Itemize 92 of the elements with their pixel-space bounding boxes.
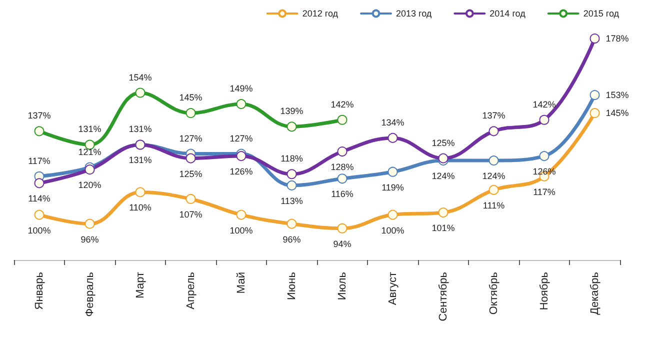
data-label: 125% bbox=[432, 138, 455, 148]
data-label: 118% bbox=[280, 154, 303, 164]
point bbox=[590, 108, 600, 118]
point bbox=[388, 132, 398, 143]
data-label: 114% bbox=[28, 194, 50, 204]
data-label: 139% bbox=[280, 106, 304, 116]
point bbox=[286, 180, 297, 190]
point bbox=[34, 126, 44, 136]
point bbox=[186, 194, 196, 204]
point bbox=[337, 174, 348, 184]
point bbox=[186, 108, 196, 118]
x-tick-label: Март bbox=[134, 272, 146, 298]
data-label: 126% bbox=[230, 166, 253, 177]
x-tick-label: Декабрь bbox=[588, 272, 601, 315]
legend-label: 2013 год bbox=[396, 8, 432, 18]
data-label: 119% bbox=[382, 182, 404, 192]
point bbox=[488, 184, 499, 195]
point bbox=[388, 210, 398, 220]
data-label: 100% bbox=[381, 225, 404, 236]
data-label: 124% bbox=[432, 171, 455, 182]
data-label: 153% bbox=[606, 90, 629, 100]
x-tick-label: Август bbox=[386, 272, 399, 306]
x-tick-label: Октябрь bbox=[488, 272, 500, 315]
point bbox=[488, 156, 499, 166]
data-label: 96% bbox=[282, 234, 301, 244]
point bbox=[286, 218, 297, 229]
x-tick-label: Ноябрь bbox=[538, 272, 550, 310]
data-label: 100% bbox=[230, 225, 253, 236]
data-label: 154% bbox=[128, 72, 152, 82]
x-tick-label: Май bbox=[235, 272, 248, 294]
data-label: 96% bbox=[80, 234, 99, 244]
data-label: 145% bbox=[179, 92, 202, 103]
point bbox=[135, 187, 146, 198]
data-label: 145% bbox=[606, 108, 629, 118]
data-label: 117% bbox=[533, 186, 556, 197]
data-label: 113% bbox=[280, 196, 303, 206]
data-label: 131% bbox=[78, 124, 102, 134]
data-label: 149% bbox=[230, 84, 253, 94]
point bbox=[388, 166, 398, 177]
data-label: 116% bbox=[331, 189, 354, 200]
data-label: 107% bbox=[179, 209, 202, 220]
point bbox=[34, 178, 44, 188]
data-label: 127% bbox=[230, 133, 253, 144]
point bbox=[488, 126, 499, 136]
x-tick-label: Сентябрь bbox=[437, 272, 450, 322]
legend-label: 2015 год bbox=[583, 8, 620, 18]
data-label: 110% bbox=[129, 202, 152, 213]
point bbox=[84, 164, 95, 175]
data-label: 131% bbox=[128, 155, 152, 166]
data-label: 117% bbox=[28, 156, 50, 166]
point bbox=[337, 223, 348, 234]
data-label: 125% bbox=[179, 168, 202, 179]
data-label: 128% bbox=[330, 162, 354, 172]
x-tick-label: Июль bbox=[336, 272, 348, 300]
x-tick-label: Январь bbox=[33, 272, 46, 310]
data-label: 94% bbox=[333, 238, 352, 249]
x-tick-label: Апрель bbox=[184, 272, 197, 310]
data-label: 120% bbox=[78, 180, 102, 190]
data-label: 137% bbox=[482, 110, 506, 121]
point bbox=[34, 210, 44, 220]
data-label: 178% bbox=[606, 34, 629, 44]
x-tick-label: Февраль bbox=[84, 272, 96, 317]
point bbox=[84, 218, 95, 229]
data-label: 101% bbox=[432, 223, 455, 234]
point bbox=[236, 151, 246, 162]
point bbox=[590, 34, 600, 44]
data-label: 142% bbox=[330, 99, 354, 110]
legend-label: 2014 год bbox=[490, 8, 526, 18]
point bbox=[236, 99, 246, 110]
point bbox=[590, 90, 600, 100]
point bbox=[438, 208, 448, 218]
data-label: 111% bbox=[482, 200, 505, 210]
point bbox=[236, 210, 246, 220]
point bbox=[337, 114, 348, 125]
point bbox=[438, 153, 448, 164]
data-label: 124% bbox=[482, 171, 506, 182]
point bbox=[539, 151, 550, 162]
data-label: 121% bbox=[78, 146, 102, 157]
point bbox=[539, 114, 550, 125]
data-label: 142% bbox=[532, 99, 556, 110]
point bbox=[186, 153, 196, 164]
data-label: 137% bbox=[28, 110, 51, 121]
point bbox=[337, 146, 348, 157]
legend-label: 2012 год bbox=[302, 8, 339, 18]
point bbox=[286, 122, 297, 132]
x-tick-label: Июнь bbox=[286, 272, 298, 300]
point bbox=[135, 88, 146, 98]
data-label: 100% bbox=[28, 225, 51, 236]
data-label: 131% bbox=[128, 124, 152, 134]
point bbox=[286, 169, 297, 180]
data-label: 127% bbox=[179, 133, 202, 144]
data-label: 134% bbox=[381, 117, 404, 128]
